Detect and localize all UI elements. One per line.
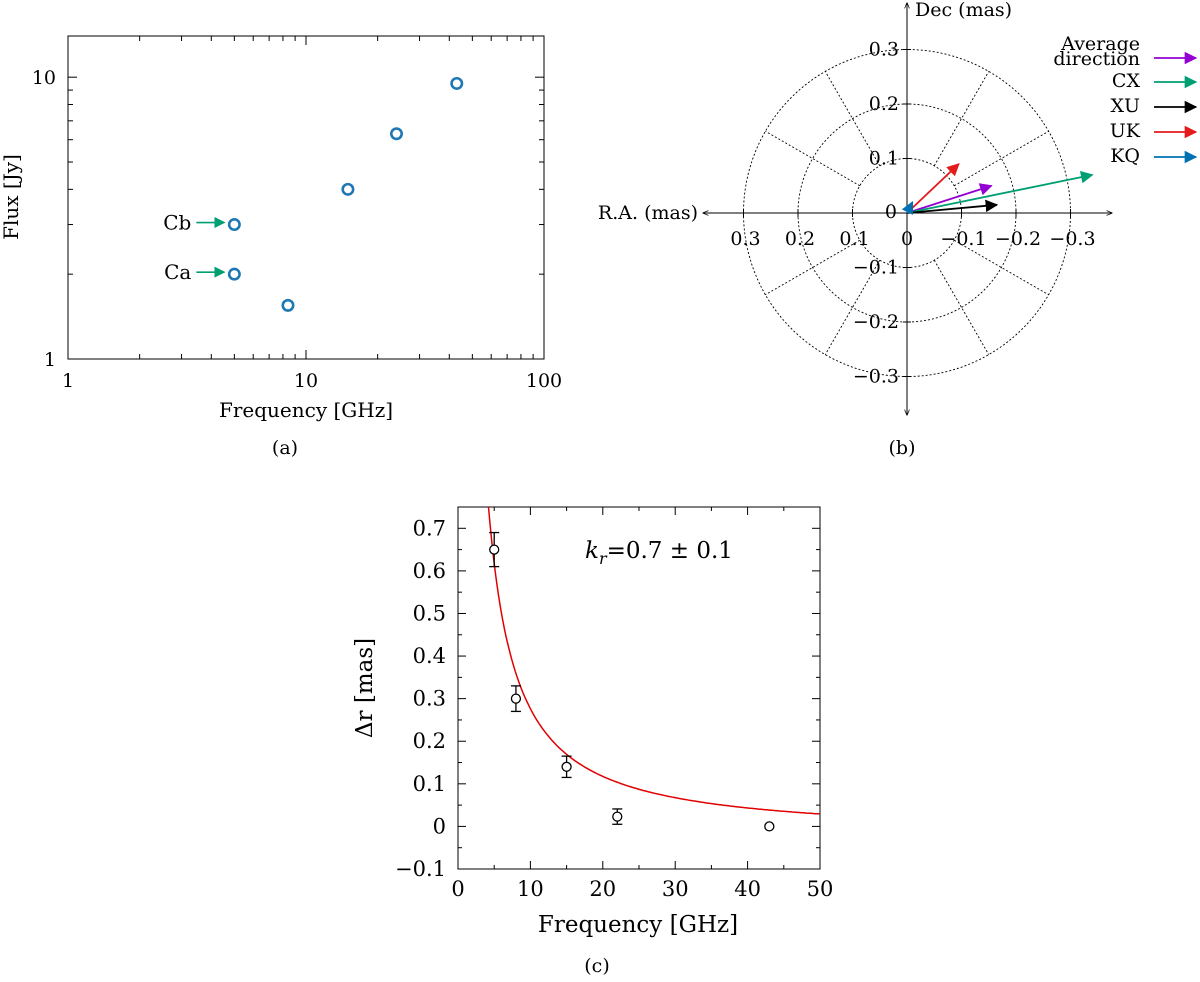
panel-a-frame bbox=[67, 35, 545, 360]
panel-a-points bbox=[227, 76, 464, 312]
data-point bbox=[227, 267, 241, 281]
panel-c: 0 10 20 30 40 50−0.100.10.20.30.40.50.60.7 kr… bbox=[352, 506, 833, 977]
ra-tick-label: −0.1 bbox=[940, 228, 986, 250]
x-tick-label: 100 bbox=[526, 370, 562, 392]
y-tick-label: −0.1 bbox=[395, 857, 446, 881]
vector-arrow bbox=[906, 163, 960, 214]
panel-c-points bbox=[489, 531, 775, 832]
vector-arrow bbox=[906, 183, 993, 214]
panel-a: 1 10 100 1 10 Cb Ca Frequency [GHz] Flux [Jy]… bbox=[0, 35, 562, 459]
dec-tick-label: 0 bbox=[885, 201, 897, 223]
y-tick-label: 0.2 bbox=[413, 729, 446, 753]
data-point bbox=[561, 761, 572, 772]
ra-tick-label: 0 bbox=[901, 228, 913, 250]
panel-c-ticks: 0 10 20 30 40 50−0.100.10.20.30.40.50.60.7 bbox=[395, 507, 833, 901]
data-point bbox=[341, 182, 355, 196]
annotation-label: Ca bbox=[164, 260, 191, 284]
data-point bbox=[764, 821, 775, 832]
polar-spoke bbox=[765, 130, 861, 187]
data-point bbox=[510, 693, 522, 704]
panel-b-ticks: 0.3 0.2 0.1 0 −0.1 −0.2 −0.30.30.20.10−0.1−0.2… bbox=[730, 39, 1095, 388]
y-tick-label: 0.3 bbox=[413, 687, 446, 711]
legend-label: XU bbox=[1110, 95, 1140, 117]
data-point bbox=[227, 218, 241, 232]
data-point bbox=[489, 544, 500, 555]
panel-b-vectors bbox=[901, 163, 1094, 216]
polar-spoke bbox=[953, 130, 1049, 187]
y-tick-label: 0.4 bbox=[413, 644, 446, 668]
legend-label: Average bbox=[1060, 33, 1140, 55]
dec-tick-label: −0.3 bbox=[853, 366, 899, 388]
legend-label: KQ bbox=[1110, 145, 1140, 167]
annotation-label: Cb bbox=[163, 211, 191, 235]
y-tick-label: 0.6 bbox=[413, 559, 446, 583]
panel-c-fit-curve bbox=[487, 506, 820, 815]
vector-arrow bbox=[901, 200, 914, 216]
vector-arrow bbox=[906, 199, 999, 214]
k-symbol: k bbox=[585, 538, 599, 564]
panel-a-xlabel: Frequency [GHz] bbox=[219, 398, 393, 422]
legend-label: CX bbox=[1112, 70, 1141, 92]
k-subscript: r bbox=[599, 549, 608, 568]
legend-label: direction bbox=[1053, 48, 1140, 70]
k-value: =0.7 ± 0.1 bbox=[607, 538, 733, 564]
data-point bbox=[450, 76, 464, 90]
dec-tick-label: −0.2 bbox=[853, 311, 899, 333]
panel-a-ticks: 1 10 100 1 10 bbox=[32, 36, 562, 392]
y-tick-label: 0.7 bbox=[413, 516, 446, 540]
panel-c-annotation: kr=0.7 ± 0.1 bbox=[585, 538, 733, 568]
data-point bbox=[389, 127, 403, 141]
x-tick-label: 20 bbox=[589, 877, 616, 901]
panel-c-xlabel: Frequency [GHz] bbox=[538, 912, 738, 938]
y-tick-label: 0.1 bbox=[413, 772, 446, 796]
panel-a-caption: (a) bbox=[272, 437, 298, 459]
y-tick-label: 0.5 bbox=[413, 601, 446, 625]
x-tick-label: 0 bbox=[451, 877, 464, 901]
x-tick-label: 30 bbox=[662, 877, 689, 901]
dec-tick-label: 0.1 bbox=[869, 148, 899, 170]
panel-a-annotations: Cb Ca bbox=[163, 211, 226, 284]
x-tick-label: 50 bbox=[807, 877, 834, 901]
panel-a-ylabel: Flux [Jy] bbox=[0, 154, 23, 240]
y-tick-label: 10 bbox=[32, 67, 56, 89]
x-tick-label: 10 bbox=[517, 877, 544, 901]
x-tick-label: 1 bbox=[62, 370, 74, 392]
panel-c-caption: (c) bbox=[584, 955, 609, 977]
panel-b-ylabel: Dec (mas) bbox=[915, 0, 1012, 21]
ra-tick-label: 0.2 bbox=[785, 228, 815, 250]
panel-b: 0.3 0.2 0.1 0 −0.1 −0.2 −0.30.30.20.10−0.1−0.2… bbox=[598, 0, 1198, 459]
polar-spoke bbox=[933, 71, 990, 167]
y-tick-label: 0 bbox=[433, 814, 446, 838]
data-point bbox=[612, 811, 623, 822]
x-tick-label: 10 bbox=[294, 370, 318, 392]
panel-b-caption: (b) bbox=[889, 437, 916, 459]
data-point bbox=[281, 298, 295, 312]
dec-tick-label: 0.3 bbox=[869, 39, 899, 61]
ra-tick-label: −0.2 bbox=[995, 228, 1041, 250]
dec-tick-label: −0.1 bbox=[853, 257, 899, 279]
panel-c-ylabel: Δr [mas] bbox=[352, 638, 378, 738]
y-tick-label: 1 bbox=[44, 349, 56, 371]
ra-tick-label: 0.1 bbox=[839, 228, 869, 250]
ra-tick-label: 0.3 bbox=[730, 228, 760, 250]
panel-b-xlabel: R.A. (mas) bbox=[598, 202, 698, 224]
dec-tick-label: 0.2 bbox=[869, 93, 899, 115]
x-tick-label: 40 bbox=[734, 877, 761, 901]
vector-arrow bbox=[906, 170, 1094, 214]
ra-tick-label: −0.3 bbox=[1049, 228, 1095, 250]
legend-label: UK bbox=[1110, 120, 1141, 142]
